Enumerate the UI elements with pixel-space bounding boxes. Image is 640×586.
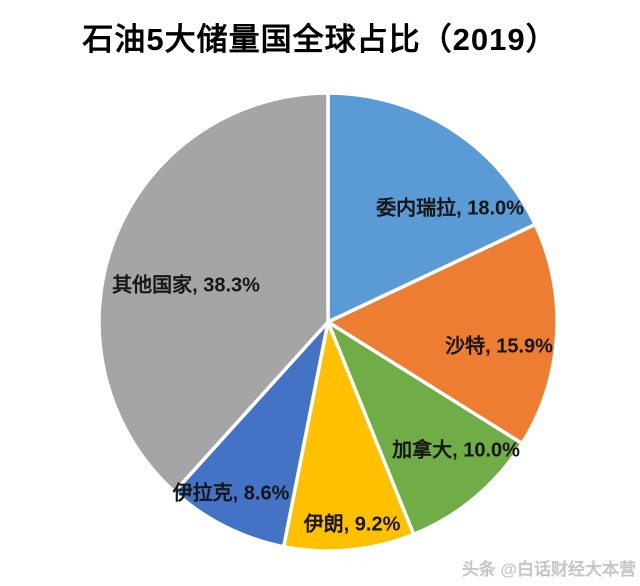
chart-title: 石油5大储量国全球占比（2019） bbox=[82, 22, 558, 57]
pie-slice-委内瑞拉 bbox=[326, 91, 537, 324]
pie-slice-伊拉克 bbox=[172, 320, 330, 549]
pie-slice-沙特 bbox=[326, 222, 559, 446]
pie-slice-加拿大 bbox=[326, 320, 524, 537]
pie-slice-伊朗 bbox=[281, 320, 416, 553]
watermark: 头条 @白话财经大本营 bbox=[461, 560, 636, 579]
pie-slice-其他国家 bbox=[97, 91, 330, 494]
